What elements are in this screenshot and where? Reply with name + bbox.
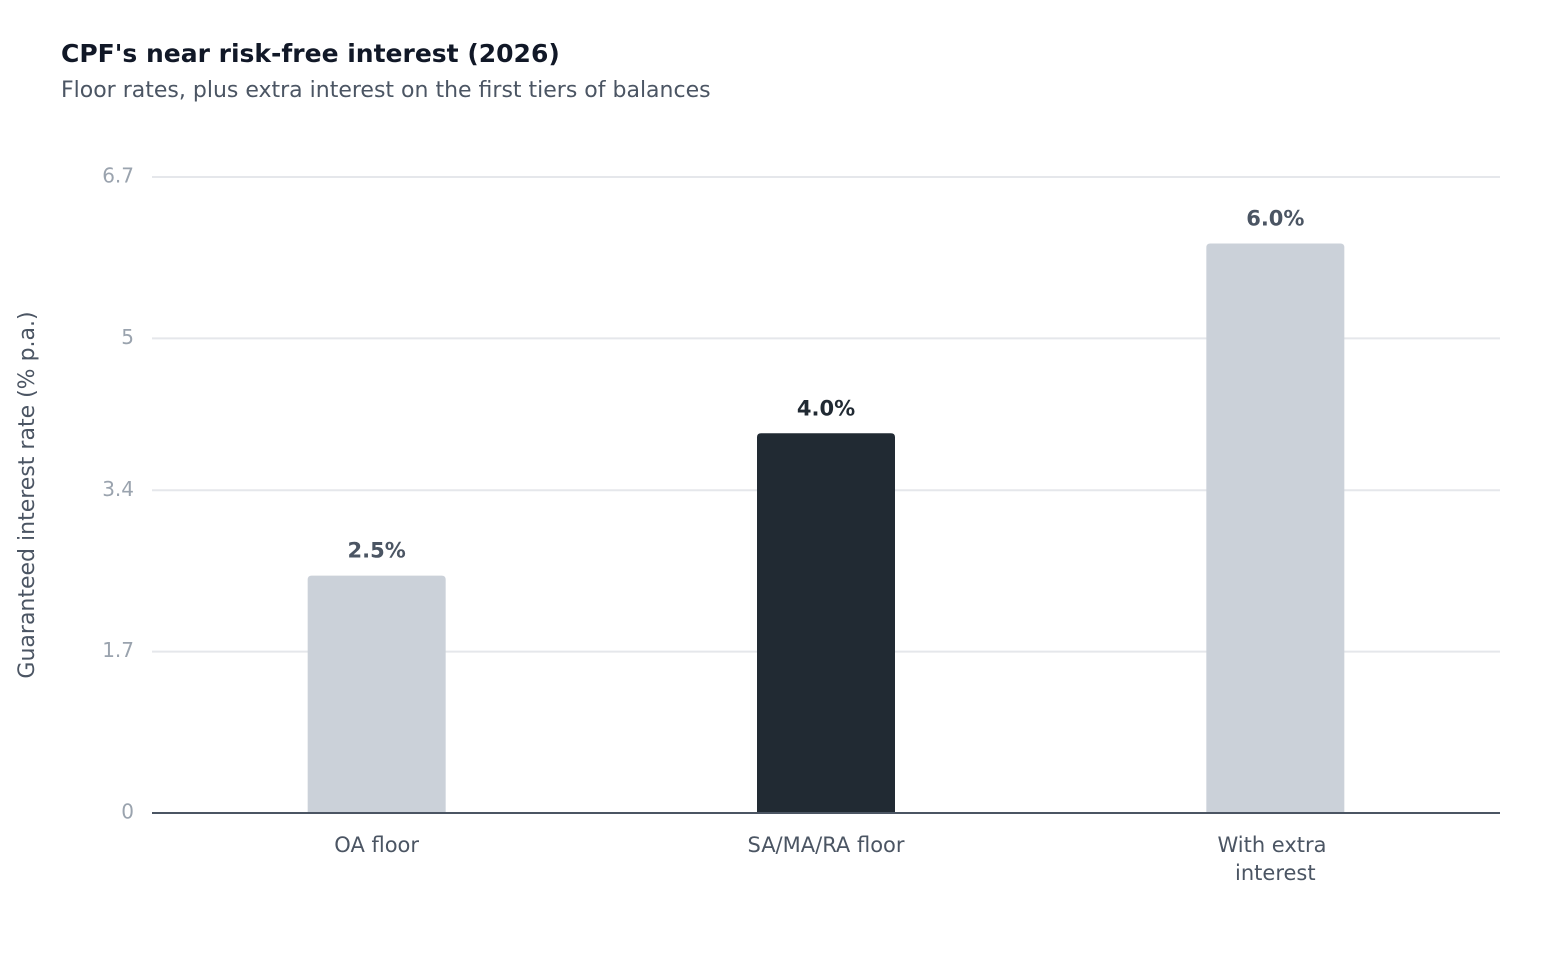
x-tick-label: With extra interest (1217, 833, 1333, 885)
x-tick-label: SA/MA/RA floor (747, 833, 904, 857)
y-tick-label: 1.7 (102, 638, 134, 662)
bar (307, 575, 446, 813)
x-tick-label: OA floor (334, 833, 419, 857)
y-tick-label: 5 (121, 325, 134, 349)
bar (757, 433, 895, 813)
y-tick-label: 0 (121, 800, 134, 824)
chart-title: CPF's near risk-free interest (2026) (61, 39, 560, 68)
bar (1206, 243, 1345, 813)
y-tick-label: 3.4 (102, 477, 134, 501)
y-axis-label: Guaranteed interest rate (% p.a.) (15, 311, 40, 678)
value-label: 6.0% (1246, 206, 1304, 230)
chart-subtitle: Floor rates, plus extra interest on the … (61, 78, 711, 103)
value-label: 4.0% (797, 396, 855, 420)
value-label: 2.5% (348, 539, 406, 563)
y-tick-label: 6.7 (102, 164, 134, 188)
